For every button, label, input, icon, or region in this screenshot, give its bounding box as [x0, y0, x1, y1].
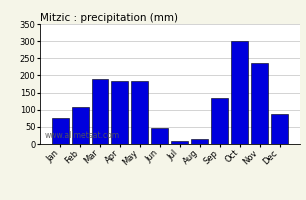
Text: www.allmetsat.com: www.allmetsat.com: [45, 131, 120, 140]
Bar: [91, 79, 108, 144]
Bar: [111, 81, 129, 144]
Bar: [271, 114, 288, 144]
Bar: [52, 118, 69, 144]
Bar: [211, 98, 228, 144]
Bar: [231, 41, 248, 144]
Bar: [131, 81, 148, 144]
Bar: [151, 128, 168, 144]
Bar: [171, 141, 188, 144]
Bar: [72, 107, 88, 144]
Text: Mitzic : precipitation (mm): Mitzic : precipitation (mm): [40, 13, 178, 23]
Bar: [191, 139, 208, 144]
Bar: [251, 63, 268, 144]
